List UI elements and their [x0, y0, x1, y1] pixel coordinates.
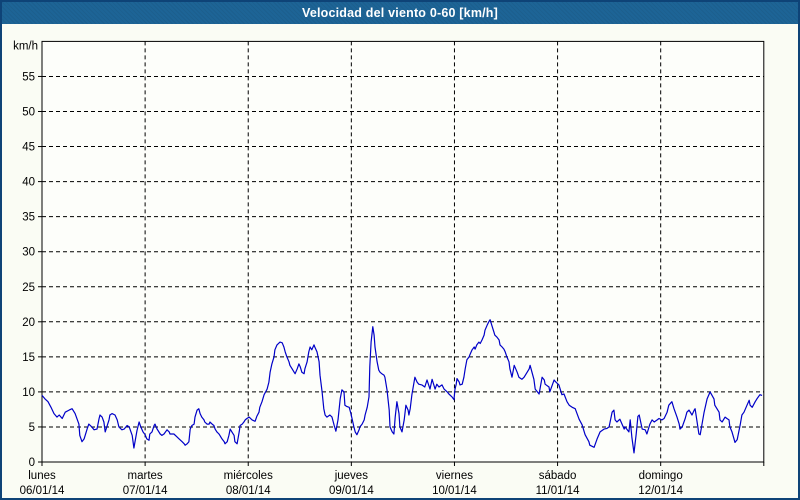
- chart-title-bar: Velocidad del viento 0-60 [km/h]: [2, 2, 798, 24]
- y-tick-label: 5: [29, 422, 35, 434]
- y-tick-label: 55: [22, 71, 35, 83]
- x-day-label: martes: [128, 470, 163, 482]
- y-tick-label: 0: [29, 457, 35, 469]
- y-tick-label: 45: [22, 142, 35, 154]
- x-day-label: lunes: [28, 470, 56, 482]
- y-tick-label: 40: [22, 177, 35, 189]
- y-tick-label: 20: [22, 317, 35, 329]
- chart-window: Velocidad del viento 0-60 [km/h] 0 5 10 15 2…: [0, 0, 800, 500]
- y-tick-label: 30: [22, 247, 35, 259]
- x-date-label: 12/01/14: [638, 485, 683, 497]
- chart-title: Velocidad del viento 0-60 [km/h]: [302, 6, 498, 20]
- x-date-label: 11/01/14: [536, 485, 581, 497]
- y-tick-label: 10: [22, 387, 35, 399]
- x-date-label: 10/01/14: [432, 485, 477, 497]
- x-day-label: sábado: [539, 470, 577, 482]
- x-date-label: 08/01/14: [226, 485, 271, 497]
- y-tick-label: 25: [22, 282, 35, 294]
- x-day-label: miércoles: [224, 470, 273, 482]
- y-tick-label: 15: [22, 352, 35, 364]
- y-axis-unit-label: km/h: [13, 40, 38, 52]
- x-date-label: 06/01/14: [20, 485, 65, 497]
- x-day-label: viernes: [436, 470, 473, 482]
- y-tick-label: 50: [22, 107, 35, 119]
- x-day-label: jueves: [334, 470, 368, 482]
- x-day-label: domingo: [639, 470, 683, 482]
- x-date-label: 07/01/14: [123, 485, 168, 497]
- wind-speed-chart: 0 5 10 15 20 25 30 35 40 45 50 55 km/h lunes 06/01/14 m…: [2, 2, 800, 500]
- x-date-label: 09/01/14: [329, 485, 374, 497]
- y-tick-label: 35: [22, 212, 35, 224]
